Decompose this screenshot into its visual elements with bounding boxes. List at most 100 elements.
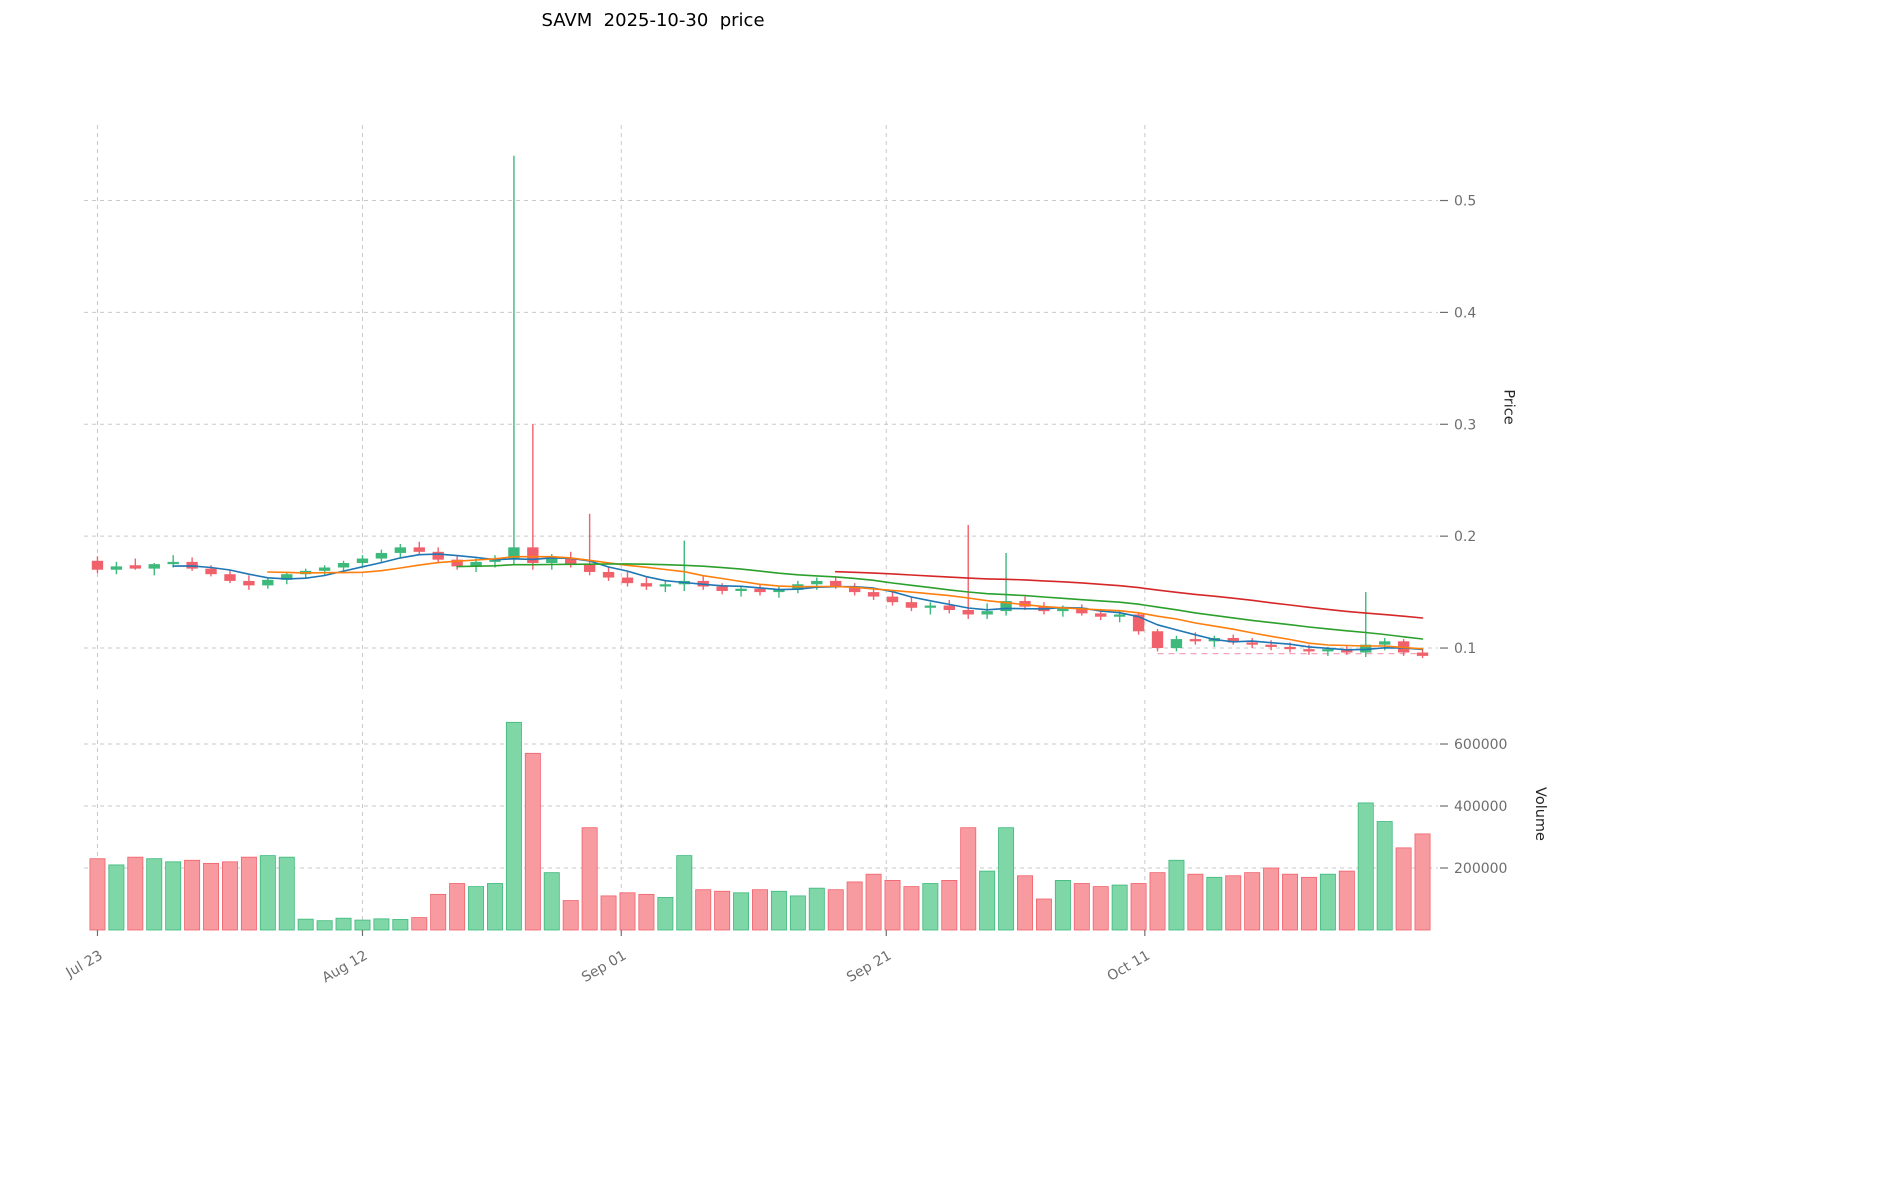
volume-bar	[695, 889, 712, 931]
candle-body	[318, 567, 331, 571]
candle-body	[110, 566, 123, 570]
candle-body	[1057, 607, 1069, 612]
volume-bar	[487, 883, 503, 931]
candle-body	[1095, 613, 1107, 617]
candle-body	[735, 588, 747, 591]
volume-bar	[543, 872, 560, 931]
candle-body	[413, 547, 425, 552]
volume-bar	[108, 864, 125, 931]
candle-body	[1189, 639, 1202, 642]
candles	[91, 155, 1429, 659]
volume-bar	[638, 893, 655, 931]
volume-bar	[468, 886, 485, 931]
volume-bar	[392, 919, 409, 931]
price-tick-label: 0.4	[1454, 305, 1476, 321]
candle-body	[1322, 649, 1334, 652]
volume-bar	[354, 919, 371, 931]
volume-bar	[1206, 876, 1223, 931]
volume-bar	[581, 827, 598, 931]
volume-tick-label: 400000	[1454, 799, 1507, 815]
candle-body	[1132, 614, 1145, 632]
volume-tick-label: 600000	[1454, 737, 1507, 753]
volume-bar	[430, 893, 447, 931]
candle-body	[886, 596, 899, 603]
volume-bar	[335, 917, 352, 931]
volume-bar	[316, 920, 333, 931]
candle-body	[905, 602, 918, 608]
volume-bar	[1017, 875, 1033, 931]
volume-bar	[449, 883, 466, 931]
volume-bar	[600, 895, 617, 931]
volume-bar	[676, 855, 693, 931]
candle-body	[830, 580, 842, 587]
volume-bar	[808, 887, 825, 931]
price-tick-label: 0.1	[1454, 641, 1476, 657]
volume-bar	[240, 856, 257, 931]
candle-body	[640, 583, 653, 587]
volume-bar	[657, 897, 674, 931]
date-tick-label: Sep 21	[844, 948, 894, 986]
candle-body	[1227, 637, 1239, 643]
candle-body	[205, 568, 217, 575]
candle-body	[148, 564, 160, 569]
volume-bar	[1130, 883, 1147, 931]
candle-body	[1076, 607, 1088, 614]
candle-body	[1113, 614, 1126, 617]
volume-bar	[221, 861, 238, 931]
candle-body	[451, 559, 463, 567]
candle-body	[848, 586, 861, 593]
volume-bar	[1319, 873, 1336, 931]
candle-body	[621, 577, 634, 584]
volume-bar	[979, 870, 996, 931]
volume-bar	[998, 827, 1015, 931]
candle-body	[262, 579, 274, 586]
candle-body	[1416, 652, 1429, 656]
volume-bar	[884, 880, 901, 931]
volume-bar	[1357, 802, 1374, 931]
volume-bars	[89, 721, 1431, 931]
candle-body	[981, 611, 993, 615]
volume-bar	[960, 827, 977, 931]
volume-bar	[1414, 833, 1431, 931]
candle-body	[565, 558, 577, 565]
candle-body	[508, 547, 520, 559]
ma-line-5	[172, 553, 1424, 651]
volume-bar	[203, 862, 220, 931]
volume-bar	[184, 859, 201, 931]
volume-bar	[827, 889, 844, 931]
volume-bar	[524, 752, 541, 931]
volume-bar	[752, 889, 768, 931]
candle-body	[1246, 642, 1258, 645]
candle-body	[375, 552, 388, 559]
candle-body	[583, 564, 596, 572]
volume-bar	[297, 918, 314, 931]
candle-body	[1265, 644, 1277, 647]
volume-bar	[865, 873, 882, 931]
date-tick-label: Aug 12	[320, 948, 371, 987]
price-tick-label: 0.5	[1454, 194, 1476, 210]
candle-body	[754, 588, 766, 593]
candle-body	[167, 561, 179, 565]
gridlines	[84, 125, 1438, 930]
volume-bar	[1149, 872, 1166, 931]
candle-body	[1341, 649, 1353, 653]
volume-bar	[733, 892, 750, 931]
candle-body	[924, 605, 937, 608]
candle-body	[1000, 601, 1012, 612]
volume-bar	[922, 883, 939, 931]
volume-bar	[1244, 872, 1261, 931]
volume-bar	[1054, 880, 1071, 931]
candle-body	[1019, 601, 1031, 607]
moving-average-lines	[172, 553, 1424, 651]
candle-body	[659, 584, 672, 587]
volume-bar	[1376, 821, 1393, 931]
ma-line-20	[456, 563, 1424, 640]
candle-body	[1379, 641, 1391, 645]
volume-bar	[1395, 847, 1412, 931]
volume-bar	[505, 721, 522, 931]
candle-body	[356, 558, 369, 564]
volume-bar	[941, 880, 958, 931]
volume-bar	[1225, 875, 1242, 931]
candle-body	[91, 560, 104, 570]
candle-body	[1284, 646, 1296, 650]
